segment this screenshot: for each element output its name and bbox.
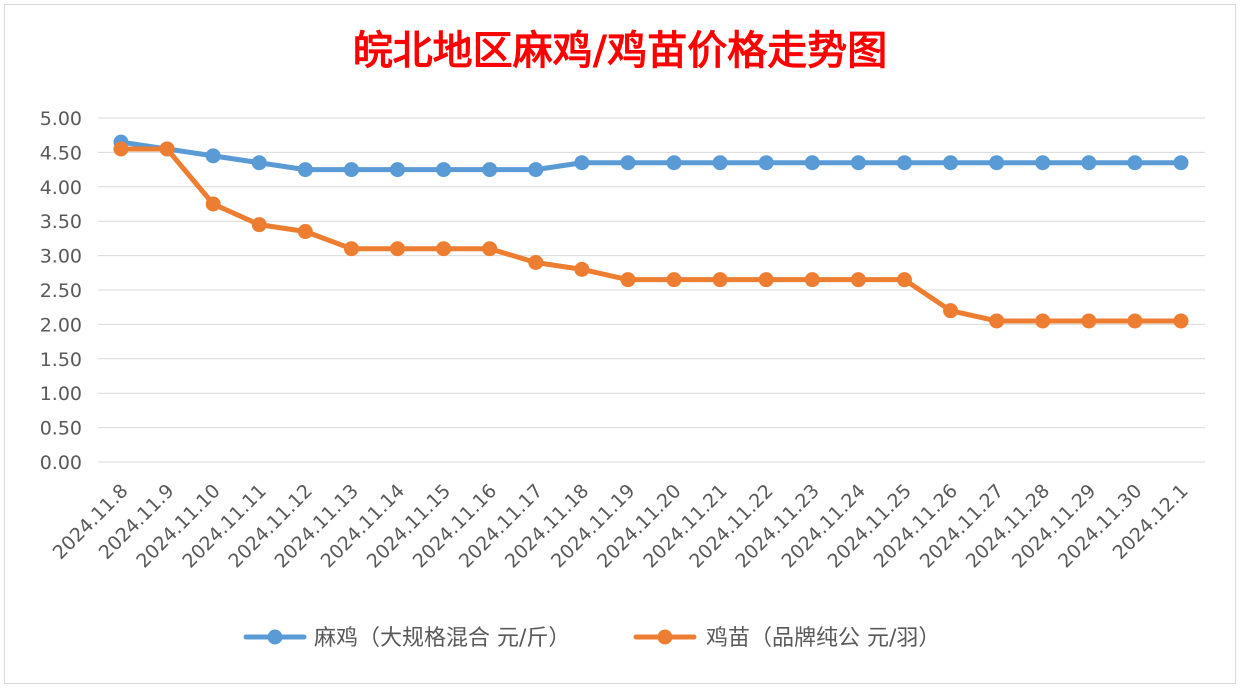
data-point [390, 162, 406, 178]
data-point [989, 155, 1005, 171]
data-point [1173, 313, 1189, 329]
data-point [943, 303, 959, 319]
y-tick-label: 3.00 [40, 246, 82, 268]
data-point [113, 141, 129, 157]
y-tick-label: 4.00 [40, 177, 82, 199]
data-point [804, 272, 820, 288]
data-point [482, 162, 498, 178]
legend-item: 鸡苗（品牌纯公 元/羽） [633, 626, 940, 651]
data-point [159, 141, 175, 157]
x-axis: 2024.11.82024.11.92024.11.102024.11.1120… [49, 480, 1193, 572]
data-point [297, 162, 313, 178]
series-line [118, 146, 1184, 324]
data-point [1035, 155, 1051, 171]
data-point [896, 155, 912, 171]
y-tick-label: 2.00 [40, 314, 82, 336]
data-point [482, 241, 498, 257]
data-point [758, 155, 774, 171]
legend-item: 麻鸡（大规格混合 元/斤） [243, 626, 570, 651]
y-tick-label: 5.00 [40, 108, 82, 130]
series-1 [113, 134, 1189, 178]
y-tick-label: 2.50 [40, 280, 82, 302]
legend-marker [657, 629, 673, 645]
data-point [620, 155, 636, 171]
y-tick-label: 0.00 [40, 452, 82, 474]
data-point [850, 272, 866, 288]
data-point [666, 155, 682, 171]
data-point [251, 155, 267, 171]
data-point [436, 241, 452, 257]
grid-lines [98, 117, 1205, 463]
data-point [528, 254, 544, 270]
data-point [205, 148, 221, 164]
y-tick-label: 3.50 [40, 211, 82, 233]
data-point [251, 217, 267, 233]
y-tick-label: 4.50 [40, 142, 82, 164]
data-point [1035, 313, 1051, 329]
data-point [205, 196, 221, 212]
legend-label: 鸡苗（品牌纯公 元/羽） [706, 626, 940, 651]
legend-marker [267, 629, 283, 645]
data-point [1127, 313, 1143, 329]
data-point [574, 155, 590, 171]
data-point [712, 272, 728, 288]
chart-frame [4, 4, 1236, 684]
data-point [528, 162, 544, 178]
data-point [436, 162, 452, 178]
legend-label: 麻鸡（大规格混合 元/斤） [314, 626, 570, 651]
data-point [896, 272, 912, 288]
data-point [574, 261, 590, 277]
data-point [804, 155, 820, 171]
data-point [390, 241, 406, 257]
series-2 [113, 141, 1189, 329]
y-tick-label: 1.50 [40, 349, 82, 371]
series-line [118, 139, 1184, 173]
data-point [850, 155, 866, 171]
data-point [712, 155, 728, 171]
data-point [343, 241, 359, 257]
data-point [297, 224, 313, 240]
data-point [989, 313, 1005, 329]
data-point [666, 272, 682, 288]
y-tick-label: 1.00 [40, 383, 82, 405]
data-point [620, 272, 636, 288]
data-point [1081, 155, 1097, 171]
series-layer [113, 134, 1189, 329]
data-point [1173, 155, 1189, 171]
legend: 麻鸡（大规格混合 元/斤） 鸡苗（品牌纯公 元/羽） [243, 626, 940, 651]
y-tick-label: 0.50 [40, 418, 82, 440]
y-axis: 0.00 0.50 1.00 1.50 2.00 2.50 3.00 3.50 4.00 4.50… [40, 108, 82, 474]
chart-title: 皖北地区麻鸡/鸡苗价格走势图 [353, 28, 888, 74]
data-point [943, 155, 959, 171]
data-point [1081, 313, 1097, 329]
data-point [1127, 155, 1143, 171]
data-point [343, 162, 359, 178]
data-point [758, 272, 774, 288]
